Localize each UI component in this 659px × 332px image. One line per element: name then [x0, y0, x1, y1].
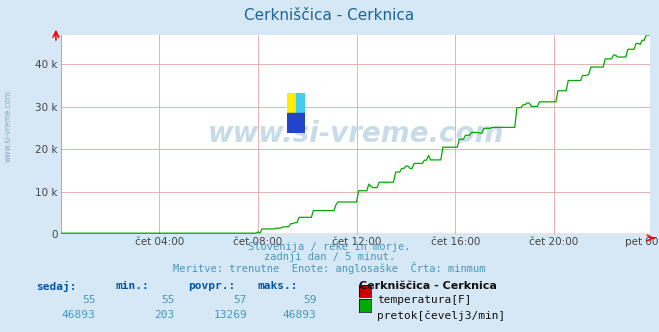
Text: povpr.:: povpr.: [188, 281, 235, 290]
Text: 46893: 46893 [62, 310, 96, 320]
Text: 59: 59 [303, 295, 316, 305]
Text: Cerkniščica - Cerknica: Cerkniščica - Cerknica [244, 8, 415, 23]
Text: maks.:: maks.: [257, 281, 297, 290]
Text: Slovenija / reke in morje.: Slovenija / reke in morje. [248, 242, 411, 252]
Text: 57: 57 [234, 295, 247, 305]
Text: sedaj:: sedaj: [36, 281, 76, 291]
Text: pretok[čevelj3/min]: pretok[čevelj3/min] [377, 310, 505, 321]
Polygon shape [296, 93, 305, 113]
Text: temperatura[F]: temperatura[F] [377, 295, 471, 305]
Polygon shape [287, 93, 296, 113]
Text: www.si-vreme.com: www.si-vreme.com [208, 121, 503, 148]
Text: 46893: 46893 [283, 310, 316, 320]
Text: 203: 203 [154, 310, 175, 320]
Text: www.si-vreme.com: www.si-vreme.com [4, 90, 13, 162]
Text: 13269: 13269 [214, 310, 247, 320]
Polygon shape [287, 113, 305, 133]
Text: Meritve: trenutne  Enote: anglosaške  Črta: minmum: Meritve: trenutne Enote: anglosaške Črta… [173, 262, 486, 274]
Text: min.:: min.: [115, 281, 149, 290]
Text: Cerkniščica - Cerknica: Cerkniščica - Cerknica [359, 281, 497, 290]
Text: 55: 55 [82, 295, 96, 305]
Text: 55: 55 [161, 295, 175, 305]
Text: zadnji dan / 5 minut.: zadnji dan / 5 minut. [264, 252, 395, 262]
